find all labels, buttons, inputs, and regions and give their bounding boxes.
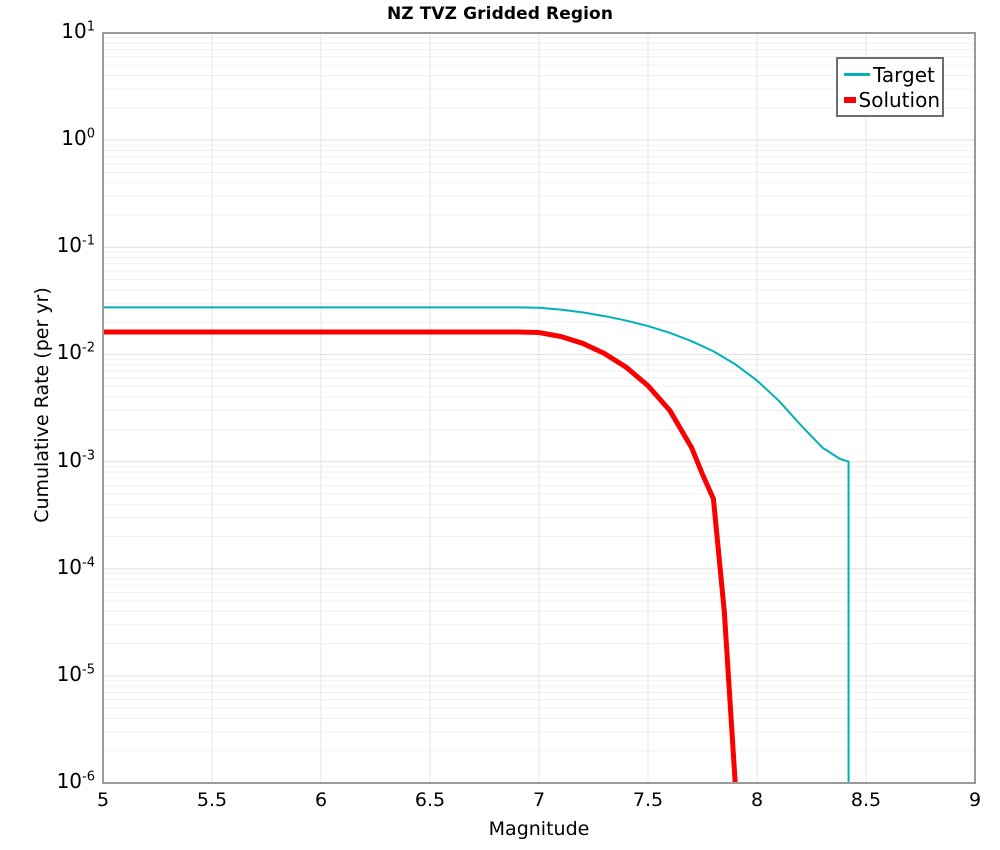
chart-legend: Target Solution [836, 57, 944, 117]
x-tick-label: 5 [96, 789, 110, 811]
x-tick-label: 9 [968, 789, 982, 811]
y-tick-label: 10-3 [56, 447, 95, 472]
y-tick-label: 10-2 [56, 340, 95, 365]
series-line-solution [103, 329, 738, 783]
x-tick-label: 7.5 [632, 789, 664, 811]
y-tick-label: 10-4 [56, 554, 95, 579]
y-tick-label: 101 [61, 19, 95, 43]
series-line-target [103, 306, 850, 783]
legend-entry[interactable]: Solution [840, 87, 940, 112]
x-tick-label: 8 [750, 789, 764, 811]
legend-line-swatch [844, 96, 856, 103]
legend-label: Solution [858, 87, 940, 112]
x-tick-label: 7 [532, 789, 546, 811]
x-tick-label: 6.5 [414, 789, 446, 811]
y-tick-label: 100 [61, 126, 95, 151]
series-group [103, 306, 850, 783]
chart-title: NZ TVZ Gridded Region [386, 4, 614, 24]
legend-entry[interactable]: Target [840, 62, 940, 87]
y-tick-label: 10-6 [56, 769, 95, 793]
legend-line-swatch [844, 73, 870, 76]
y-tick-label: 10-1 [56, 233, 95, 258]
x-tick-label: 6 [314, 789, 328, 811]
x-axis-label: Magnitude [488, 818, 590, 840]
x-tick-label: 8.5 [850, 789, 882, 811]
y-tick-label: 10-5 [56, 661, 95, 686]
x-tick-label: 5.5 [196, 789, 228, 811]
legend-label: Target [873, 62, 935, 87]
